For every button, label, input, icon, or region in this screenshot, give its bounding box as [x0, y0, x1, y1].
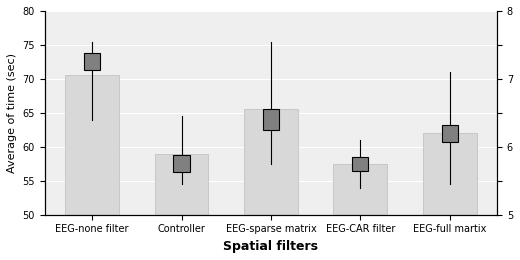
Bar	[66, 75, 119, 215]
Y-axis label: Average of time (sec): Average of time (sec)	[7, 53, 17, 173]
FancyBboxPatch shape	[441, 125, 458, 142]
Bar	[333, 164, 387, 215]
FancyBboxPatch shape	[352, 157, 368, 171]
X-axis label: Spatial filters: Spatial filters	[224, 240, 318, 253]
FancyBboxPatch shape	[174, 155, 190, 172]
FancyBboxPatch shape	[263, 109, 279, 130]
FancyBboxPatch shape	[84, 53, 100, 70]
Bar	[154, 154, 209, 215]
Bar	[423, 133, 476, 215]
Bar	[244, 109, 298, 215]
